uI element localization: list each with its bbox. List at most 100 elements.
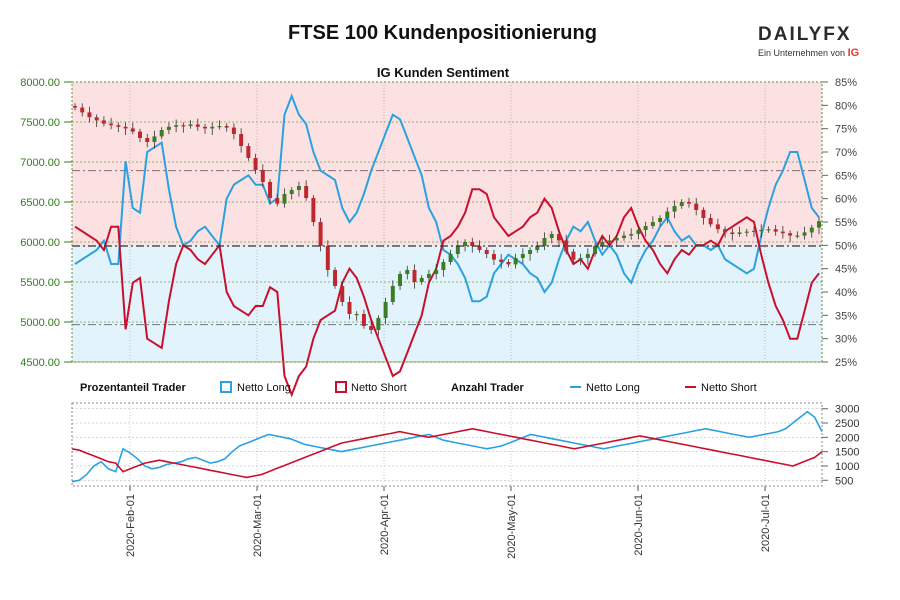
- candle-body: [145, 138, 150, 142]
- candle-body: [109, 123, 114, 126]
- candle-body: [520, 254, 525, 258]
- candle-body: [607, 240, 612, 242]
- brand-subtitle-text: Ein Unternehmen von: [758, 48, 846, 58]
- candle-body: [802, 232, 807, 236]
- candle-body: [224, 126, 229, 128]
- candle-body: [679, 202, 684, 206]
- percent-tick-label: 85%: [835, 77, 857, 89]
- candle-body: [152, 136, 157, 142]
- candle-body: [759, 230, 764, 232]
- candle-body: [556, 234, 561, 241]
- percent-tick-label: 80%: [835, 100, 857, 112]
- candle-body: [477, 246, 482, 250]
- main-panel: IG Kunden Sentiment 4500.00 5000.00 5500.0…: [20, 65, 857, 398]
- count-tick-label: 2500: [835, 418, 859, 430]
- candle-body: [564, 240, 569, 252]
- date-tick-label: 2020-Jul-01: [760, 494, 772, 552]
- date-axis-labels: 2020-Feb-01 2020-Mar-01 2020-Apr-01 2020-Ma…: [125, 486, 772, 559]
- net-short-count-line: [71, 427, 823, 479]
- candle-body: [159, 130, 164, 137]
- candle-body: [361, 314, 366, 326]
- candle-body: [809, 227, 814, 233]
- percent-tick-label: 30%: [835, 334, 857, 346]
- candle-body: [780, 231, 785, 234]
- candle-body: [210, 126, 215, 129]
- candle-body: [491, 254, 496, 260]
- date-tick-label: 2020-May-01: [506, 494, 518, 559]
- candle-body: [766, 229, 771, 231]
- count-tick-label: 1000: [835, 461, 859, 473]
- candle-body: [665, 211, 670, 218]
- count-tick-label: 500: [835, 475, 853, 487]
- legend: Prozentanteil Trader Netto Long Netto Sh…: [80, 381, 757, 394]
- candle-body: [289, 190, 294, 194]
- candle-body: [275, 198, 280, 204]
- percent-tick-label: 55%: [835, 217, 857, 229]
- price-tick-label: 5500.00: [20, 277, 60, 289]
- candle-body: [260, 170, 265, 182]
- price-tick-label: 6000.00: [20, 237, 60, 249]
- lower-grid: [72, 403, 822, 486]
- candle-body: [94, 117, 99, 121]
- candle-body: [636, 230, 641, 234]
- candle-body: [253, 158, 258, 170]
- legend-net-long-label: Netto Long: [237, 382, 291, 394]
- candle-body: [369, 326, 374, 330]
- candle-body: [383, 302, 388, 318]
- percent-tick-label: 50%: [835, 240, 857, 252]
- candle-body: [333, 270, 338, 286]
- candle-body: [80, 107, 85, 113]
- candle-body: [463, 242, 468, 246]
- candle-body: [130, 128, 135, 132]
- legend-count-long-label: Netto Long: [586, 382, 640, 394]
- candle-body: [578, 258, 583, 260]
- candle-body: [419, 278, 424, 282]
- candle-body: [686, 202, 691, 204]
- date-tick-label: 2020-Feb-01: [125, 494, 137, 557]
- candle-body: [715, 224, 720, 230]
- legend-net-short-swatch: [335, 381, 347, 393]
- percent-tick-label: 70%: [835, 147, 857, 159]
- percent-tick-label: 25%: [835, 357, 857, 369]
- candle-body: [650, 222, 655, 226]
- candle-body: [87, 112, 92, 118]
- candle-body: [817, 221, 821, 228]
- candle-body: [701, 210, 706, 218]
- legend-net-short-label: Netto Short: [351, 382, 407, 394]
- net-long-count-line: [71, 410, 823, 483]
- candle-body: [535, 246, 540, 250]
- candle-body: [318, 222, 323, 246]
- legend-prozentanteil-label: Prozentanteil Trader: [80, 382, 186, 394]
- candle-body: [448, 254, 453, 262]
- net-long-percent-line: [74, 93, 820, 303]
- candle-body: [174, 125, 179, 127]
- candle-body: [730, 232, 735, 234]
- date-tick-label: 2020-Jun-01: [633, 494, 645, 556]
- candle-body: [398, 274, 403, 286]
- percent-tick-label: 45%: [835, 264, 857, 276]
- candle-body: [593, 246, 598, 254]
- candle-body: [542, 238, 547, 246]
- candle-body: [405, 270, 410, 274]
- brand-name: DAILYFX: [758, 24, 852, 45]
- price-candles: [73, 103, 821, 336]
- percent-tick-label: 35%: [835, 310, 857, 322]
- candle-body: [304, 186, 309, 198]
- candle-body: [246, 146, 251, 158]
- price-tick-label: 6500.00: [20, 197, 60, 209]
- candle-body: [195, 124, 200, 127]
- percent-tick-label: 65%: [835, 170, 857, 182]
- candle-body: [788, 233, 793, 236]
- candle-body: [484, 250, 489, 254]
- candle-body: [426, 274, 431, 278]
- candle-body: [658, 218, 663, 222]
- brand-ig-mark: IG: [847, 47, 860, 59]
- date-tick-label: 2020-Mar-01: [252, 494, 264, 557]
- candle-body: [773, 229, 778, 232]
- candle-body: [354, 314, 359, 316]
- candle-body: [585, 254, 590, 258]
- candle-body: [376, 318, 381, 330]
- legend-count-short-label: Netto Short: [701, 382, 757, 394]
- price-tick-label: 4500.00: [20, 357, 60, 369]
